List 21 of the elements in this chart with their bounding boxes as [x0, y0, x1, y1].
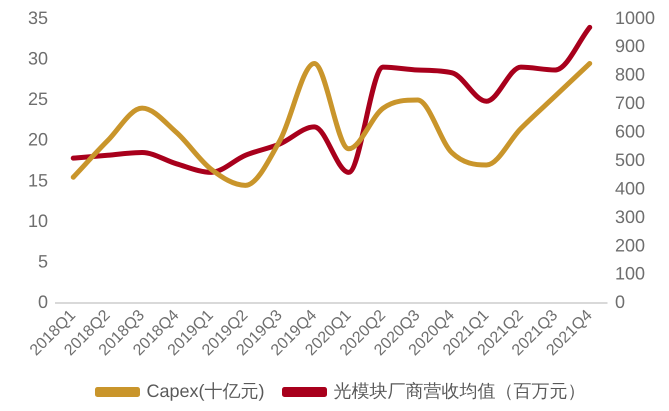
y2-tick-label: 600 — [614, 122, 646, 142]
y-tick-label: 5 — [38, 252, 48, 272]
y2-tick-label: 900 — [614, 36, 646, 56]
y2-tick-label: 0 — [614, 292, 625, 312]
y-tick-label: 30 — [28, 48, 48, 68]
y-tick-label: 20 — [28, 130, 48, 150]
y-tick-label: 0 — [38, 292, 48, 312]
legend-label: Capex(十亿元) — [146, 380, 265, 401]
legend-label: 光模块厂商营收均值（百万元） — [334, 380, 586, 401]
y2-tick-label: 500 — [614, 150, 646, 170]
y2-tick-label: 300 — [614, 206, 646, 227]
y-tick-label: 10 — [28, 210, 48, 231]
y2-tick-label: 1000 — [614, 8, 656, 28]
y-tick-label: 35 — [28, 8, 48, 28]
y2-tick-label: 200 — [614, 235, 646, 256]
y2-tick-label: 700 — [614, 93, 646, 114]
y2-tick-label: 800 — [614, 64, 646, 85]
y-tick-label: 15 — [28, 170, 48, 190]
y-tick-label: 25 — [28, 89, 48, 110]
y2-tick-label: 100 — [614, 264, 646, 284]
y2-tick-label: 400 — [614, 178, 646, 198]
